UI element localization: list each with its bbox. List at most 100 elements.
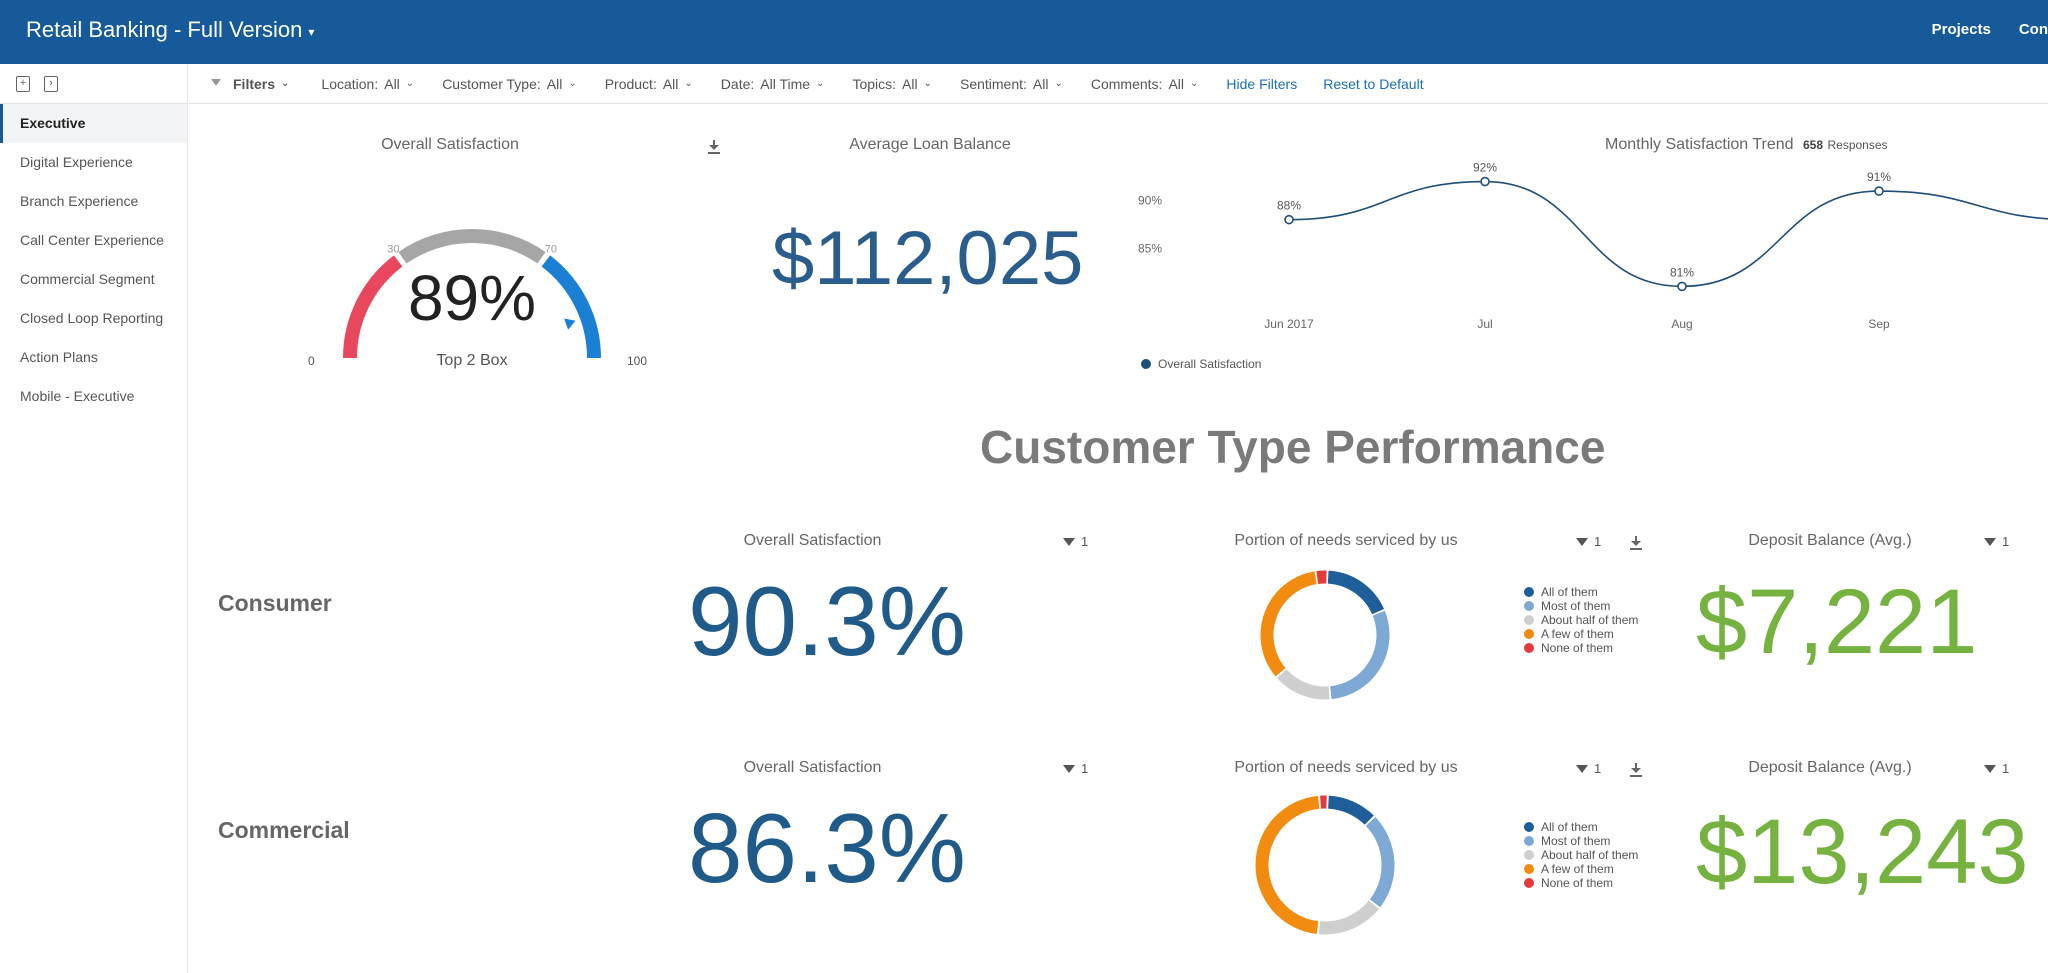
filter-product[interactable]: Product: All ⌄ — [605, 76, 693, 92]
responses-label: Responses — [1827, 138, 1888, 152]
loan-value: $112,025 — [772, 216, 1084, 301]
sidebar-toolbar: + › — [0, 64, 187, 104]
gauge-segment-low — [343, 255, 403, 359]
filter-name: Customer Type: — [442, 75, 541, 92]
filter-count: 1 — [1081, 761, 1089, 776]
nav-contacts[interactable]: Con — [2018, 21, 2048, 38]
filter-date[interactable]: Date: All Time ⌄ — [721, 76, 825, 92]
commercial-donut-filter-badge[interactable]: 1 — [1576, 761, 1601, 776]
filter-name: Product: — [604, 75, 657, 92]
donut-slice[interactable] — [1316, 570, 1327, 584]
funnel-icon — [1063, 537, 1075, 546]
legend-label: About half of them — [1541, 848, 1639, 862]
filter-count: 1 — [2002, 534, 2010, 549]
consumer-deposit-filter-badge[interactable]: 1 — [1984, 534, 2009, 549]
x-tick-label: Jun 2017 — [1264, 317, 1314, 331]
legend-item: Most of them — [1524, 599, 1638, 613]
donut-slice[interactable] — [1329, 610, 1390, 700]
commercial-sat-title: Overall Satisfaction — [743, 759, 882, 776]
download-icon[interactable] — [1629, 763, 1643, 777]
import-page-icon[interactable]: › — [44, 75, 58, 92]
consumer-donut-filter-badge[interactable]: 1 — [1576, 534, 1601, 549]
data-point[interactable] — [1480, 176, 1490, 187]
trend-title: Monthly Satisfaction Trend 658 Responses — [1605, 136, 1888, 154]
gauge-segment-high — [541, 255, 601, 359]
sidebar-item-call-center-experience[interactable]: Call Center Experience — [20, 232, 164, 248]
legend-swatch — [1524, 615, 1534, 625]
legend-item: A few of them — [1524, 862, 1638, 876]
filter-name: Location: — [321, 75, 379, 92]
commercial-deposit-filter-badge[interactable]: 1 — [1984, 761, 2009, 776]
filter-name: Topics: — [852, 75, 897, 92]
filter-sentiment[interactable]: Sentiment: All ⌄ — [960, 76, 1063, 92]
download-icon[interactable] — [707, 140, 721, 154]
legend-swatch — [1524, 864, 1534, 874]
sidebar-item-action-plans[interactable]: Action Plans — [20, 349, 98, 365]
filter-count: 1 — [1594, 534, 1602, 549]
sidebar-item-closed-loop-reporting[interactable]: Closed Loop Reporting — [20, 310, 164, 326]
row-label-commercial: Commercial — [218, 817, 350, 843]
donut-slice[interactable] — [1327, 570, 1385, 615]
consumer-sat-value: 90.3% — [688, 566, 966, 676]
filter-comments[interactable]: Comments: All ⌄ — [1091, 76, 1199, 92]
legend-item: About half of them — [1524, 613, 1638, 627]
loan-title: Average Loan Balance — [849, 136, 1011, 153]
chevron-down-icon: ⌄ — [923, 78, 932, 89]
filter-location[interactable]: Location: All ⌄ — [321, 76, 414, 92]
gauge-value: 89% — [408, 262, 536, 334]
sidebar-item-executive[interactable]: Executive — [0, 104, 187, 143]
donut-slice[interactable] — [1318, 900, 1379, 935]
hide-filters-link[interactable]: Hide Filters — [1226, 75, 1298, 92]
y-tick-label: 90% — [1138, 194, 1162, 208]
data-label: 92% — [1473, 161, 1497, 175]
sidebar-item-commercial-segment[interactable]: Commercial Segment — [20, 271, 155, 287]
sidebar-item-digital-experience[interactable]: Digital Experience — [20, 154, 133, 170]
chevron-down-icon: ⌄ — [816, 78, 825, 89]
filter-topics[interactable]: Topics: All ⌄ — [852, 76, 932, 92]
add-page-icon[interactable]: + — [16, 75, 30, 92]
data-point[interactable] — [1284, 214, 1294, 225]
donut-slice[interactable] — [1260, 571, 1317, 677]
reset-to-default-link[interactable]: Reset to Default — [1323, 75, 1424, 92]
filter-count: 1 — [1081, 534, 1089, 549]
sidebar-item-mobile-executive[interactable]: Mobile - Executive — [20, 388, 135, 404]
legend-swatch — [1141, 359, 1151, 369]
trend-title-text: Monthly Satisfaction Trend — [1605, 136, 1794, 153]
commercial-deposit-title: Deposit Balance (Avg.) — [1748, 759, 1912, 776]
x-tick-label: Jul — [1477, 317, 1492, 331]
consumer-deposit-value: $7,221 — [1696, 571, 1978, 673]
donut-slice[interactable] — [1365, 817, 1395, 908]
gauge-tick-30: 30 — [387, 244, 399, 256]
sidebar: + › Executive Digital Experience Branch … — [0, 64, 188, 973]
commercial-needs-donut — [1255, 795, 1395, 935]
commercial-sat-value: 86.3% — [688, 793, 966, 903]
commercial-deposit-value: $13,243 — [1696, 801, 2029, 903]
download-icon[interactable] — [1629, 536, 1643, 550]
donut-slice[interactable] — [1327, 795, 1374, 825]
chevron-down-icon: ⌄ — [1054, 78, 1063, 89]
filters-toggle[interactable]: Filters ⌄ — [211, 76, 289, 92]
filter-count: 1 — [1594, 761, 1602, 776]
chevron-down-icon: ⌄ — [281, 78, 290, 89]
consumer-sat-filter-badge[interactable]: 1 — [1063, 534, 1088, 549]
donut-slice[interactable] — [1255, 795, 1320, 935]
commercial-donut-legend: All of them Most of them About half of the… — [1524, 820, 1638, 890]
consumer-donut-title: Portion of needs serviced by us — [1234, 532, 1458, 549]
filter-value: All — [1168, 75, 1185, 92]
project-title-dropdown[interactable]: Retail Banking - Full Version ▾ — [26, 17, 314, 43]
data-point[interactable] — [1874, 186, 1884, 196]
nav-projects[interactable]: Projects — [1931, 21, 1991, 38]
data-label: 91% — [1867, 170, 1891, 184]
page-list: Executive Digital Experience Branch Expe… — [0, 104, 187, 416]
legend-label: A few of them — [1541, 862, 1614, 876]
filter-customer-type[interactable]: Customer Type: All ⌄ — [442, 76, 577, 92]
sidebar-item-branch-experience[interactable]: Branch Experience — [20, 193, 139, 209]
legend-swatch — [1524, 587, 1534, 597]
responses-count: 658 — [1803, 138, 1824, 152]
commercial-sat-filter-badge[interactable]: 1 — [1063, 761, 1088, 776]
series-line — [1288, 180, 2048, 288]
data-label: 81% — [1670, 265, 1694, 279]
section-title: Customer Type Performance — [980, 421, 1606, 473]
data-point[interactable] — [1677, 281, 1687, 292]
donut-slice[interactable] — [1276, 669, 1330, 700]
